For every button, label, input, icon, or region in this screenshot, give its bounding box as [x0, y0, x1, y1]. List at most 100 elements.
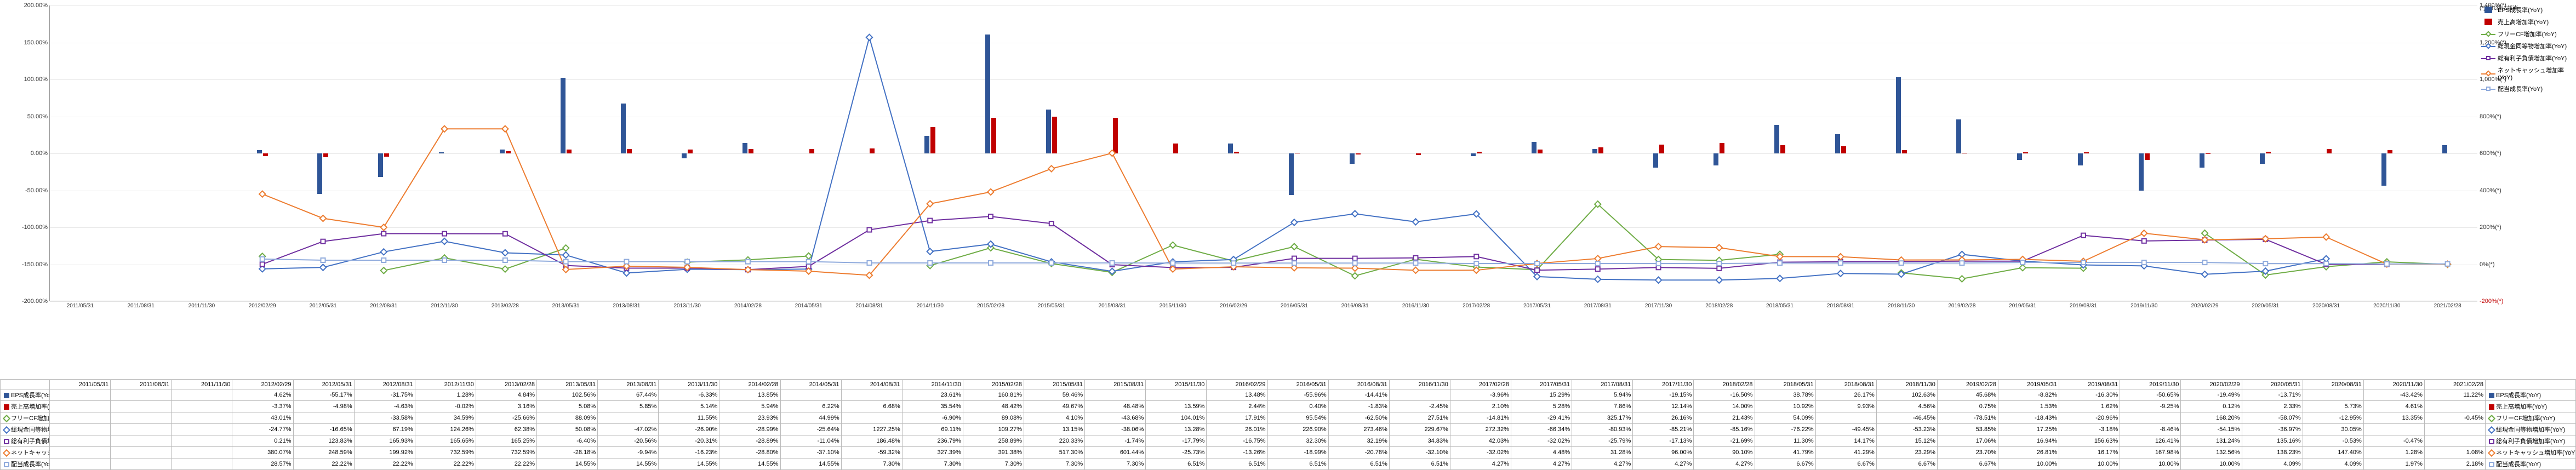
cell: 10.00%: [2059, 458, 2120, 470]
table-col-header: 2018/05/31: [1755, 380, 1815, 389]
cell: 4.09%: [2303, 458, 2363, 470]
row-label-right: 配当成長率(YoY): [2486, 458, 2576, 470]
table-col-header: 2011/08/31: [111, 380, 172, 389]
marker-cash: [1352, 211, 1358, 217]
table-col-header: 2016/02/29: [1207, 380, 1267, 389]
cell: -19.15%: [1633, 389, 1694, 401]
x-tick: 2015/08/31: [1099, 303, 1126, 309]
cell: -17.79%: [1146, 435, 1207, 447]
marker-div: [2081, 260, 2086, 265]
cell: 391.38%: [963, 447, 1024, 458]
cell: 7.30%: [1085, 458, 1146, 470]
cell: 4.27%: [1694, 458, 1755, 470]
cell: [111, 424, 172, 435]
marker-debt: [867, 228, 871, 232]
cell: 0.12%: [2181, 401, 2242, 412]
marker-netcash: [1837, 254, 1843, 260]
cell: 126.41%: [2120, 435, 2181, 447]
table-row: 売上高増加率(YoY)-3.37%-4.98%-4.63%-0.02%3.16%…: [1, 401, 2576, 412]
x-tick: 2011/08/31: [128, 303, 155, 309]
cell: [1146, 389, 1207, 401]
cell: 160.81%: [963, 389, 1024, 401]
cell: -76.22%: [1755, 424, 1815, 435]
cell: -55.17%: [293, 389, 354, 401]
cell: 10.92%: [1755, 401, 1815, 412]
x-tick: 2015/05/31: [1038, 303, 1065, 309]
cell: -50.65%: [2120, 389, 2181, 401]
x-tick: 2016/05/31: [1281, 303, 1308, 309]
marker-netcash: [1048, 165, 1054, 171]
cell: 26.81%: [1998, 447, 2059, 458]
cell: 1.53%: [1998, 401, 2059, 412]
marker-netcash: [1655, 243, 1661, 249]
cell: [172, 447, 232, 458]
cell: -66.34%: [1511, 424, 1572, 435]
cell: 23.93%: [719, 412, 780, 424]
marker-div: [685, 260, 689, 264]
x-tick: 2019/08/31: [2070, 303, 2097, 309]
cell: -6.33%: [659, 389, 719, 401]
cell: 6.51%: [1328, 458, 1389, 470]
table-col-header: 2013/11/30: [659, 380, 719, 389]
cell: 131.24%: [2181, 435, 2242, 447]
table-col-header: 2016/08/31: [1328, 380, 1389, 389]
cell: 48.42%: [963, 401, 1024, 412]
cell: -47.02%: [598, 424, 659, 435]
y-left-tick: 50.00%: [27, 113, 50, 120]
x-tick: 2018/05/31: [1766, 303, 1794, 309]
marker-div: [1535, 261, 1539, 266]
marker-div: [2263, 261, 2267, 266]
cell: 2.33%: [2242, 401, 2303, 412]
x-tick: 2019/05/31: [2009, 303, 2036, 309]
marker-netcash: [1413, 267, 1419, 273]
table-col-header: 2015/08/31: [1085, 380, 1146, 389]
row-label: 売上高増加率(YoY): [1, 401, 50, 412]
table-col-header: 2014/11/30: [902, 380, 963, 389]
cell: 11.22%: [2424, 389, 2485, 401]
row-label: 総現金同等物増加率(YoY): [1, 424, 50, 435]
marker-fcf: [2202, 230, 2208, 236]
cell: -36.97%: [2242, 424, 2303, 435]
cell: [111, 435, 172, 447]
y-left-tick: -100.00%: [22, 224, 50, 231]
cell: 10.00%: [2120, 458, 2181, 470]
cell: [172, 435, 232, 447]
marker-fcf: [563, 245, 569, 251]
y-right-tick: 400%(*): [2477, 187, 2501, 194]
cell: 23.61%: [902, 389, 963, 401]
cell: 31.28%: [1572, 447, 1633, 458]
marker-debt: [1413, 256, 1418, 260]
table-col-header: 2013/02/28: [476, 380, 536, 389]
cell: 13.48%: [1207, 389, 1267, 401]
marker-debt: [1474, 254, 1478, 259]
cell: 16.94%: [1998, 435, 2059, 447]
cell: -55.96%: [1267, 389, 1328, 401]
x-tick: 2017/11/30: [1645, 303, 1672, 309]
cell: -1.83%: [1328, 401, 1389, 412]
cell: -43.68%: [1085, 412, 1146, 424]
cell: 138.23%: [2242, 447, 2303, 458]
marker-fcf: [806, 253, 812, 259]
cell: -20.78%: [1328, 447, 1389, 458]
cell: 199.92%: [354, 447, 415, 458]
cell: 0.75%: [1937, 401, 1998, 412]
marker-debt: [1049, 221, 1054, 226]
cell: [2363, 424, 2424, 435]
cell: [1085, 389, 1146, 401]
cell: 165.93%: [354, 435, 415, 447]
cell: [50, 389, 111, 401]
cell: 95.54%: [1267, 412, 1328, 424]
table-col-header: 2014/02/28: [719, 380, 780, 389]
table-col-header: 2019/11/30: [2120, 380, 2181, 389]
marker-netcash: [259, 191, 265, 197]
marker-div: [624, 260, 629, 264]
cell: [598, 412, 659, 424]
marker-netcash: [320, 215, 326, 221]
y-right-tick: 600%(*): [2477, 150, 2501, 157]
cell: [172, 458, 232, 470]
marker-cash: [1837, 271, 1843, 277]
cell: [841, 389, 902, 401]
cell: -49.45%: [1815, 424, 1876, 435]
cell: -78.51%: [1937, 412, 1998, 424]
cell: [111, 412, 172, 424]
